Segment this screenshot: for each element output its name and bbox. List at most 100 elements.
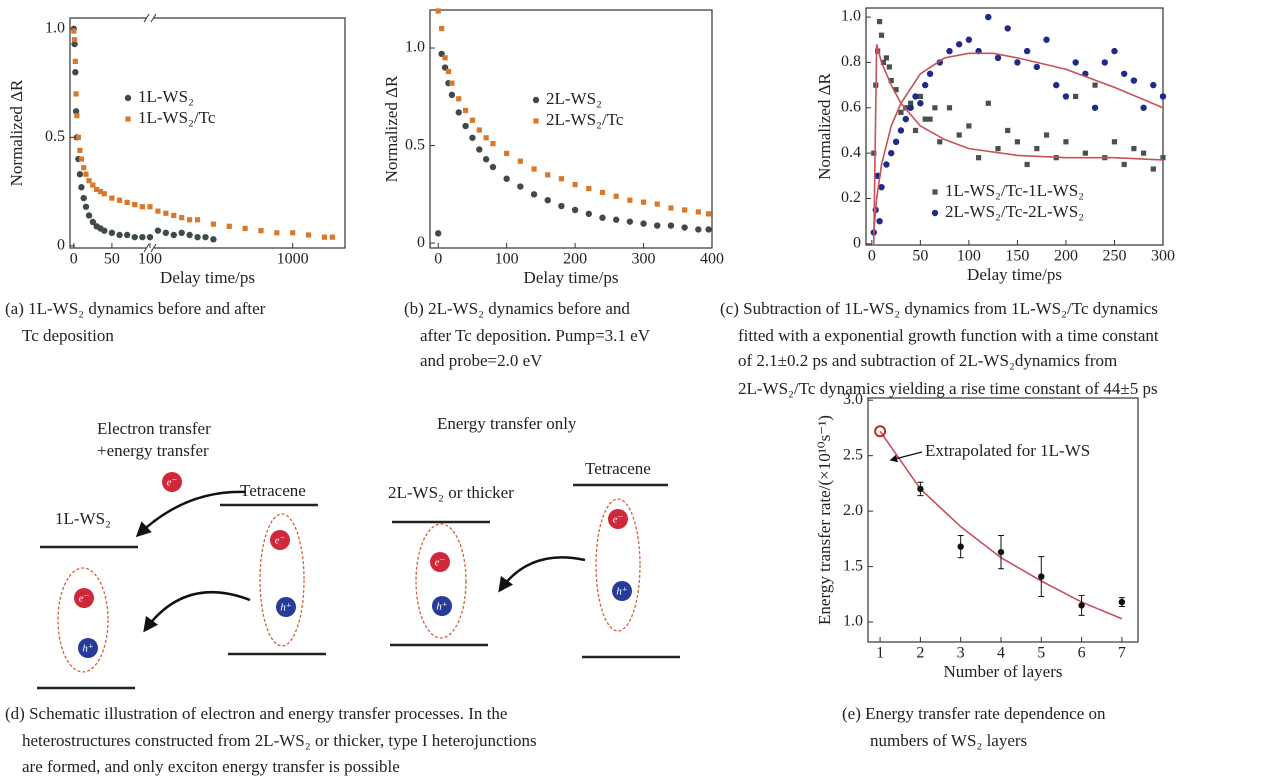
caption: numbers of WS₂ layers	[870, 731, 1027, 750]
data-point	[226, 223, 232, 229]
data-point	[1131, 146, 1137, 152]
carrier-label: h⁺	[280, 602, 292, 614]
data-point	[682, 207, 688, 213]
x-axis-label: Delay time/ps	[524, 268, 619, 287]
data-point	[329, 234, 335, 240]
x-tick-label: 100	[957, 248, 981, 265]
data-point	[531, 166, 537, 172]
fit-line	[872, 44, 1164, 244]
data-point	[85, 212, 93, 219]
y-tick-label: 0.5	[45, 128, 65, 145]
exciton	[57, 567, 109, 673]
hole	[612, 581, 632, 601]
data-point	[668, 205, 674, 211]
data-point	[1033, 63, 1041, 71]
data-point	[922, 116, 928, 122]
data-point	[681, 224, 688, 231]
x-tick-label: 5	[1037, 645, 1045, 662]
data-point	[78, 156, 85, 162]
data-point	[640, 199, 647, 205]
caption: of 2.1±0.2 ps and subtraction of 2L-WS₂d…	[738, 351, 1117, 370]
data-point	[1034, 146, 1040, 152]
x-tick-label: 50	[104, 251, 120, 268]
data-point	[883, 161, 890, 168]
data-point	[72, 58, 78, 64]
data-point	[883, 55, 889, 61]
x-tick-label: 3	[957, 645, 965, 662]
data-point	[640, 220, 647, 227]
data-point	[1062, 93, 1070, 100]
legend-marker	[932, 189, 938, 195]
data-point	[667, 222, 675, 229]
data-point	[1043, 132, 1050, 138]
data-point	[917, 93, 923, 100]
exciton	[415, 523, 467, 639]
legend-label: 2L-WS₂	[546, 89, 602, 108]
legend-label: 2L-WS₂/Tc-2L-WS₂	[945, 202, 1084, 221]
data-point	[90, 182, 96, 188]
caption: after Tc deposition. Pump=3.1 eV	[420, 326, 651, 345]
data-point	[985, 13, 992, 21]
legend-label: 1L-WS₂/Tc-1L-WS₂	[945, 181, 1084, 200]
data-point	[1130, 77, 1138, 84]
data-point	[1150, 166, 1156, 172]
data-point	[705, 226, 712, 233]
diagram-text: 1L-WS₂	[55, 509, 111, 528]
data-point	[695, 226, 702, 233]
data-point	[1140, 104, 1147, 111]
data-point	[476, 127, 482, 133]
data-point	[81, 165, 87, 171]
data-point	[1121, 161, 1127, 168]
data-point	[1111, 139, 1118, 145]
x-tick-label: 300	[632, 251, 656, 268]
legend-label: 1L-WS₂/Tc	[138, 108, 216, 127]
data-point	[476, 146, 483, 153]
data-point	[876, 217, 883, 225]
data-point	[585, 210, 592, 218]
caption: (c) Subtraction of 1L-WS₂ dynamics from …	[720, 299, 1158, 318]
legend-marker	[532, 96, 540, 104]
x-tick-label: 0	[868, 248, 876, 265]
x-tick-label: 100	[495, 251, 519, 268]
data-point	[871, 150, 877, 156]
arrow	[143, 590, 251, 633]
data-point	[71, 40, 78, 48]
data-point	[455, 109, 462, 116]
data-point	[997, 548, 1005, 556]
data-point	[886, 64, 892, 70]
data-point	[72, 108, 80, 115]
data-point	[116, 197, 123, 203]
data-point	[995, 146, 1001, 152]
x-tick-label: 250	[1102, 248, 1126, 265]
y-tick-label: 1.0	[405, 39, 425, 56]
data-point	[1092, 82, 1098, 88]
data-point	[892, 138, 900, 146]
y-tick-label: 0	[57, 237, 65, 254]
data-point	[874, 425, 887, 438]
carrier-label: e⁻	[435, 557, 446, 569]
data-point	[83, 171, 89, 177]
data-point	[517, 158, 523, 164]
x-tick-label: 400	[700, 251, 724, 268]
data-point	[123, 231, 131, 239]
axis-break	[143, 13, 157, 23]
data-point	[439, 25, 445, 32]
data-point	[946, 105, 953, 111]
data-point	[109, 195, 115, 201]
y-axis-label: Normalized ΔR	[382, 75, 401, 182]
data-point	[186, 231, 193, 239]
data-point	[86, 178, 92, 184]
data-point	[626, 218, 634, 225]
plot-frame	[867, 397, 1139, 643]
hole	[78, 638, 98, 658]
data-point	[101, 191, 107, 197]
carrier-label: e⁻	[167, 477, 178, 489]
data-point	[462, 107, 469, 114]
data-point	[469, 134, 476, 141]
data-point	[448, 91, 456, 99]
data-point	[994, 54, 1002, 62]
data-point	[1160, 155, 1166, 161]
data-point	[82, 203, 90, 210]
data-point	[897, 127, 905, 134]
